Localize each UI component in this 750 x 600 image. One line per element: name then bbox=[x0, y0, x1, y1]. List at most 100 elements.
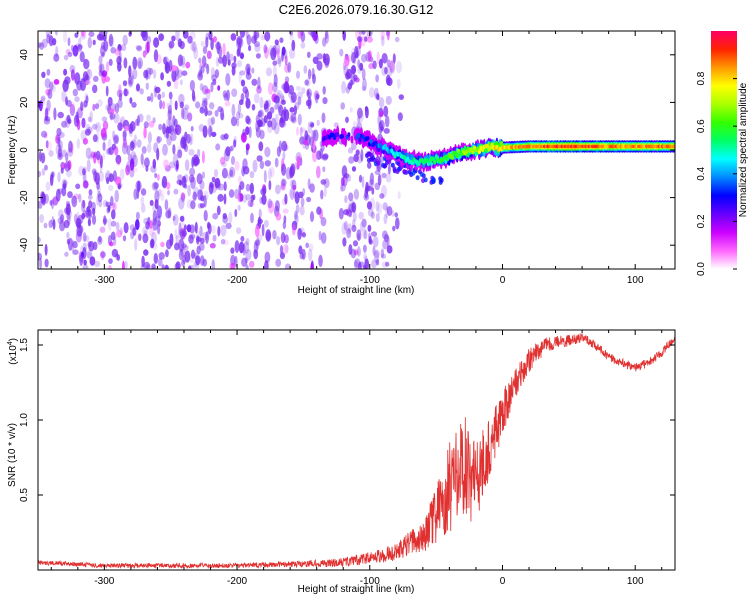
spectrogram-speckle bbox=[370, 231, 378, 237]
spectrogram-speckle bbox=[224, 101, 231, 107]
spectrogram-speckle bbox=[210, 116, 216, 125]
spectrogram-speckle bbox=[108, 36, 115, 48]
spectrogram-speckle bbox=[363, 229, 368, 240]
spectrogram-speckle bbox=[242, 86, 248, 94]
spectrogram-speckle bbox=[85, 147, 92, 159]
spectrogram-speckle bbox=[211, 259, 215, 269]
spectrogram-speckle bbox=[96, 185, 101, 193]
colorbar-label: Normalized spectral amplitude bbox=[738, 82, 749, 217]
spectrogram-speckle bbox=[300, 31, 306, 43]
spectrogram-speckle bbox=[158, 123, 163, 131]
spectrogram-speckle bbox=[238, 241, 245, 254]
spectrogram-speckle bbox=[129, 167, 135, 178]
spectrogram-speckle bbox=[95, 150, 101, 161]
spectrogram-trace-cell bbox=[425, 158, 429, 163]
spectrogram-speckle bbox=[98, 55, 103, 64]
spectrogram-speckle bbox=[48, 150, 54, 157]
spectrogram-speckle bbox=[53, 53, 60, 62]
spectrogram-speckle bbox=[153, 85, 158, 98]
spectrogram-speckle bbox=[392, 225, 396, 232]
spectrogram-speckle bbox=[166, 102, 170, 110]
spectrogram-speckle bbox=[322, 97, 328, 105]
spectrogram-speckle bbox=[249, 170, 255, 179]
spectrogram-speckle bbox=[378, 110, 384, 118]
spectrogram-speckle bbox=[161, 181, 166, 187]
spectrogram-speckle bbox=[239, 70, 246, 76]
spectrogram-speckle bbox=[44, 258, 49, 268]
spectrogram-speckle bbox=[222, 90, 228, 98]
spectrogram-speckle bbox=[348, 203, 355, 213]
spectrogram-speckle bbox=[291, 91, 297, 103]
spectrogram-speckle bbox=[83, 259, 87, 266]
spectrogram-trace-cell bbox=[358, 137, 362, 143]
spectrogram-speckle bbox=[191, 249, 195, 259]
spectrogram-speckle bbox=[356, 153, 363, 164]
spectrogram-speckle bbox=[199, 180, 205, 190]
spectrogram-speckle bbox=[369, 197, 376, 210]
spectrogram-speckle bbox=[82, 137, 88, 145]
spectrogram-speckle bbox=[68, 140, 73, 153]
spectrogram-speckle bbox=[213, 168, 219, 178]
spectrogram-speckle bbox=[378, 121, 383, 134]
spectrogram-speckle bbox=[107, 96, 113, 107]
spectrogram-speckle bbox=[123, 57, 128, 69]
spectrogram-speckle bbox=[254, 225, 260, 238]
spectrogram-speckle bbox=[306, 89, 310, 96]
spectrogram-speckle bbox=[145, 69, 149, 81]
spectrogram-speckle bbox=[363, 193, 370, 201]
spectrogram-speckle bbox=[87, 194, 93, 200]
spectrogram-speckle bbox=[39, 214, 44, 223]
spectrogram-speckle bbox=[82, 264, 89, 269]
spectrogram-speckle bbox=[177, 149, 183, 159]
spectrogram-speckle bbox=[384, 233, 389, 243]
spectrogram-speckle bbox=[118, 92, 123, 101]
spectrogram-speckle bbox=[396, 60, 402, 74]
spectrogram-x-tick-label: 100 bbox=[627, 275, 644, 286]
spectrogram-speckle bbox=[264, 251, 271, 263]
spectrogram-speckle bbox=[309, 211, 315, 223]
spectrogram-speckle bbox=[141, 162, 145, 168]
spectrogram-speckle bbox=[147, 143, 152, 154]
spectrogram-speckle bbox=[307, 31, 313, 36]
spectrogram-speckle bbox=[90, 151, 95, 159]
spectrogram-speckle bbox=[203, 210, 208, 222]
spectrogram-speckle bbox=[116, 254, 121, 261]
spectrogram-speckle bbox=[209, 102, 215, 110]
spectrogram-speckle bbox=[46, 99, 51, 112]
spectrogram-speckle bbox=[354, 258, 361, 268]
spectrogram-speckle bbox=[280, 95, 285, 103]
spectrogram-speckle bbox=[153, 49, 159, 63]
spectrogram-speckle bbox=[381, 261, 388, 268]
spectrogram-x-ticks: -300 -200 -100 0 100 bbox=[50, 31, 663, 286]
spectrogram-speckle bbox=[200, 40, 205, 47]
spectrogram-speckle bbox=[130, 151, 137, 161]
spectrogram-speckle bbox=[128, 79, 133, 86]
spectrogram-speckle bbox=[94, 103, 99, 110]
spectrogram-speckle bbox=[172, 115, 176, 126]
spectrogram-speckle bbox=[353, 74, 358, 81]
spectrogram-speckle bbox=[164, 199, 169, 211]
spectrogram-speckle bbox=[233, 139, 237, 148]
spectrogram-speckle bbox=[178, 197, 185, 210]
spectrogram-speckle bbox=[83, 58, 90, 70]
spectrogram-speckle bbox=[245, 194, 252, 201]
spectrogram-speckle bbox=[157, 189, 162, 197]
spectrogram-speckle bbox=[44, 78, 51, 89]
spectrogram-speckle bbox=[257, 110, 263, 118]
spectrogram-speckle bbox=[281, 46, 286, 56]
spectrogram-speckle bbox=[188, 265, 192, 269]
spectrogram-speckle bbox=[254, 239, 261, 246]
spectrogram-speckle bbox=[132, 56, 138, 70]
spectrogram-speckle bbox=[386, 206, 393, 216]
spectrogram-speckle bbox=[284, 193, 288, 205]
spectrogram-speckle bbox=[45, 140, 53, 151]
spectrogram-speckle bbox=[141, 146, 147, 154]
spectrogram-speckle bbox=[76, 119, 81, 131]
colorbar-tick-label: 0.6 bbox=[696, 119, 707, 133]
spectrogram-speckle bbox=[377, 174, 382, 186]
spectrogram-trace-cell bbox=[672, 144, 675, 149]
spectrogram-trace-cell bbox=[366, 136, 370, 141]
spectrogram-speckle bbox=[79, 253, 84, 266]
spectrogram-speckle bbox=[377, 202, 383, 215]
spectrogram-speckle bbox=[370, 211, 375, 219]
